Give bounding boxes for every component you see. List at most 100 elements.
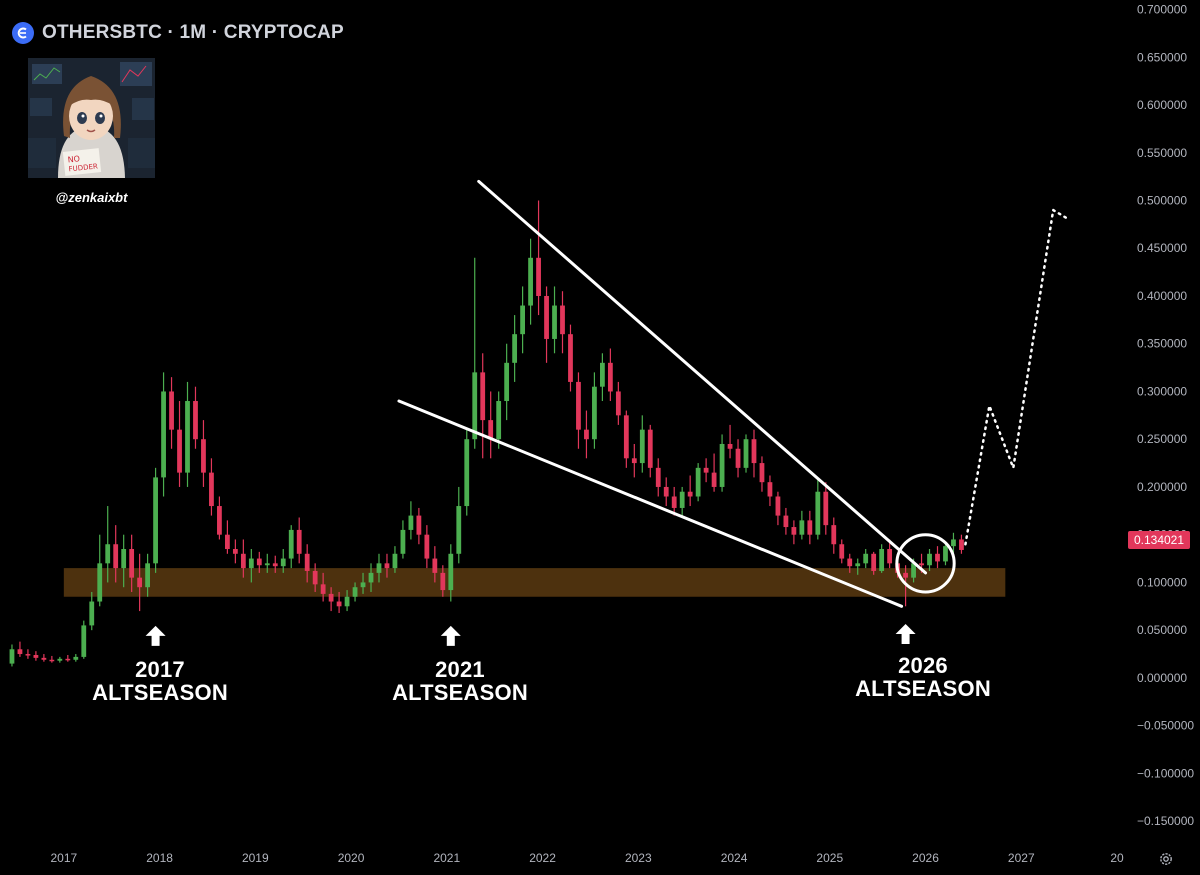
candle-body: [97, 563, 103, 602]
candle-body: [488, 420, 494, 440]
candle-body: [719, 443, 725, 487]
candle-body: [272, 563, 278, 567]
candle-body: [432, 558, 438, 573]
candle-body: [209, 472, 214, 507]
price-tick-label: 0.600000: [1137, 98, 1187, 112]
candle-body: [328, 593, 334, 602]
candle-body: [240, 553, 246, 569]
up-arrow-icon: [440, 625, 461, 646]
candle-body: [264, 563, 270, 566]
candle-body: [592, 386, 597, 440]
candle-body: [105, 544, 111, 564]
candle-body: [9, 649, 15, 664]
annotation-2021: 2021 ALTSEASON: [370, 658, 550, 704]
author-handle: @zenkaixbt: [55, 190, 128, 205]
candle-body: [623, 415, 629, 459]
price-tick-label: −0.100000: [1137, 766, 1194, 780]
candle-body: [560, 305, 565, 335]
price-tick-label: 0.300000: [1137, 384, 1187, 398]
annotation-label: ALTSEASON: [392, 680, 528, 705]
candle-body: [408, 515, 414, 530]
candle-body: [41, 657, 47, 660]
candle-body: [911, 563, 916, 578]
time-tick-label: 2025: [816, 851, 843, 865]
price-tick-label: 0.200000: [1137, 480, 1187, 494]
candle-body: [568, 334, 573, 382]
candle-body: [855, 563, 861, 567]
candle-body: [280, 558, 286, 567]
time-tick-label: 20: [1110, 851, 1124, 865]
candle-body: [759, 463, 765, 483]
price-axis[interactable]: 0.700000 0.650000 0.600000 0.550000 0.500000…: [1137, 3, 1194, 829]
candle-body: [711, 472, 717, 487]
candle-body: [384, 563, 390, 569]
symbol-header[interactable]: OTHERSBTC · 1M · CRYPTOCAP: [12, 22, 344, 44]
price-tick-label: −0.150000: [1137, 814, 1194, 828]
candle-body: [57, 658, 63, 661]
current-price-badge: 0.134021: [1128, 531, 1190, 549]
candle-body: [360, 582, 366, 588]
price-tick-label: 0.100000: [1137, 575, 1187, 589]
candle-body: [344, 596, 350, 607]
candle-body: [671, 496, 677, 508]
wedge-trendline: [397, 399, 904, 608]
candle-body: [831, 525, 837, 545]
candle-body: [464, 439, 470, 507]
candle-body: [743, 439, 749, 468]
candle-body: [935, 553, 940, 562]
candle-body: [201, 439, 206, 473]
time-tick-label: 2017: [50, 851, 77, 865]
candle-body: [137, 577, 143, 588]
candle-body: [600, 362, 605, 387]
candle-body: [727, 443, 733, 449]
candle-body: [448, 553, 454, 591]
price-tick-label: 0.500000: [1137, 194, 1187, 208]
price-tick-label: 0.450000: [1137, 241, 1187, 255]
svg-text:NO: NO: [67, 154, 80, 164]
time-tick-label: 2021: [433, 851, 460, 865]
annotation-2026: 2026 ALTSEASON: [833, 654, 1013, 700]
annotation-label: ALTSEASON: [855, 676, 991, 701]
candle-body: [296, 529, 302, 554]
candle-body: [807, 520, 813, 535]
wedge-trendline: [477, 179, 928, 575]
candle-body: [153, 477, 158, 564]
candle-body: [65, 658, 71, 661]
candle-body: [528, 257, 533, 306]
candle-body: [847, 558, 853, 567]
candle-body: [456, 506, 462, 554]
annotation-year: 2026: [898, 653, 948, 678]
candle-body: [791, 527, 797, 535]
projection-line: [964, 208, 1071, 546]
candle-body: [113, 544, 119, 569]
candle-body: [615, 391, 621, 416]
time-tick-label: 2022: [529, 851, 556, 865]
candle-body: [512, 334, 518, 363]
candle-body: [440, 572, 446, 591]
candle-body: [81, 625, 87, 657]
candle-body: [959, 539, 964, 550]
candle-body: [647, 429, 653, 468]
candle-body: [129, 549, 135, 578]
time-tick-label: 2027: [1008, 851, 1035, 865]
arrow-markers: [145, 623, 916, 646]
gear-icon[interactable]: [1158, 851, 1174, 867]
candle-body: [480, 372, 486, 421]
candle-body: [679, 491, 685, 508]
candle-body: [951, 539, 956, 547]
trendlines: [397, 179, 956, 608]
candle-body: [320, 584, 326, 594]
candle-body: [169, 391, 174, 430]
time-tick-label: 2019: [242, 851, 269, 865]
candle-body: [217, 506, 222, 535]
price-tick-label: −0.050000: [1137, 719, 1194, 733]
candle-body: [424, 534, 430, 559]
candlesticks: [9, 200, 964, 667]
annotation-label: ALTSEASON: [92, 680, 228, 705]
time-axis[interactable]: 2017 2018 2019 2020 2021 2022 2023 2024 2025 2026…: [50, 851, 1124, 865]
candle-body: [695, 467, 701, 497]
price-tick-label: 0.250000: [1137, 432, 1187, 446]
candle-body: [775, 496, 781, 516]
candle-body: [145, 563, 150, 588]
